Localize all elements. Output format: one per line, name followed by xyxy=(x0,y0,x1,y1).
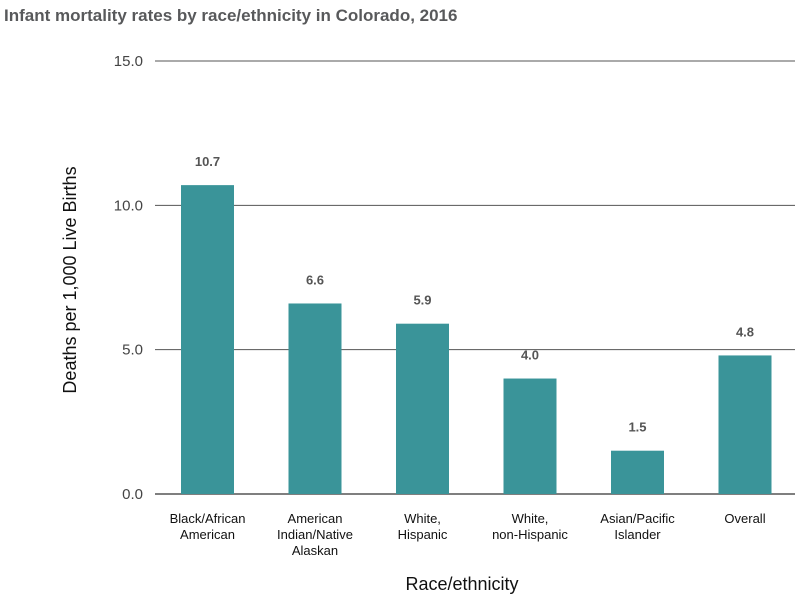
data-labels: 10.7 6.6 5.9 4.0 1.5 4.8 xyxy=(195,154,754,435)
category-label: Asian/Pacific Islander xyxy=(600,511,675,542)
data-label: 6.6 xyxy=(306,272,324,287)
bar xyxy=(611,450,664,494)
y-tick-label: 15.0 xyxy=(114,53,143,70)
bar xyxy=(718,355,772,494)
bar xyxy=(288,303,342,494)
data-label: 4.0 xyxy=(521,348,539,363)
y-tick-label: 10.0 xyxy=(114,197,143,214)
category-label: White, non-Hispanic xyxy=(492,511,568,542)
bar xyxy=(396,323,449,494)
category-label: Black/African American xyxy=(170,511,246,542)
data-label: 10.7 xyxy=(195,154,220,169)
data-label: 1.5 xyxy=(628,420,646,435)
category-label: Overall xyxy=(724,511,765,526)
y-tick-label: 5.0 xyxy=(122,342,143,359)
y-axis-ticks: 0.0 5.0 10.0 15.0 xyxy=(114,53,143,503)
bar xyxy=(181,185,234,495)
category-label: American Indian/Native Alaskan xyxy=(277,511,353,558)
category-label: White, Hispanic xyxy=(398,511,448,542)
y-axis-title: Deaths per 1,000 Live Births xyxy=(60,166,80,393)
gridlines xyxy=(155,60,795,495)
bars xyxy=(181,185,772,495)
y-tick-label: 0.0 xyxy=(122,486,143,503)
x-axis-title: Race/ethnicity xyxy=(405,574,518,594)
data-label: 5.9 xyxy=(413,293,431,308)
data-label: 4.8 xyxy=(736,324,754,339)
bar xyxy=(503,378,557,494)
category-labels: Black/African American American Indian/Nati… xyxy=(170,511,766,558)
chart-title: Infant mortality rates by race/ethnicity… xyxy=(4,6,458,25)
